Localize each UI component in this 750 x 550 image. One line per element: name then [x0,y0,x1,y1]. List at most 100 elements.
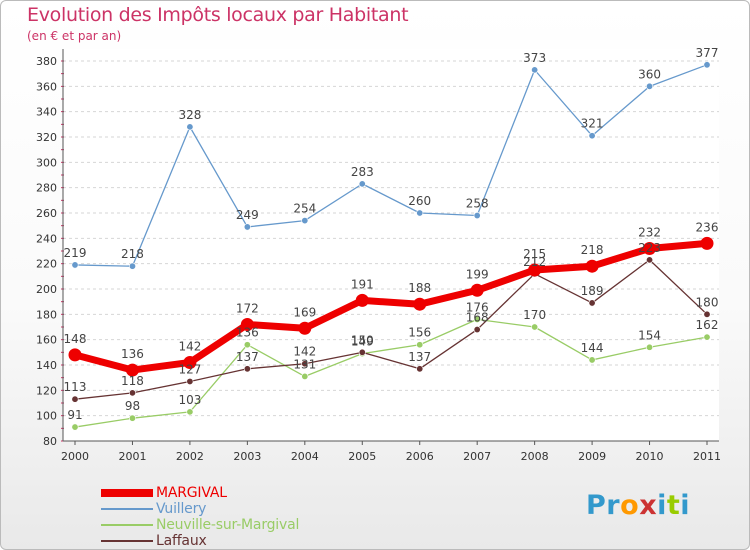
data-label: 162 [696,318,719,332]
data-label: 218 [121,247,144,261]
x-tick-label: 2004 [291,450,319,463]
y-tick-label: 320 [36,131,57,144]
data-label: 91 [67,408,82,422]
data-label: 218 [581,243,604,257]
data-label: 249 [236,208,259,222]
data-point [643,241,657,255]
x-tick-label: 2011 [693,450,721,463]
data-label: 283 [351,165,374,179]
data-point [186,377,194,385]
logo-letter: t [666,490,681,521]
y-tick-label: 260 [36,207,57,220]
series-line-neuville-sur-margival [74,318,708,428]
data-point [531,323,539,331]
data-label: 154 [638,328,661,342]
legend-label: Neuville-sur-Margival [156,517,300,533]
x-tick-label: 2007 [463,450,491,463]
legend-label: MARGIVAL [156,485,227,501]
data-point [301,372,309,380]
data-label: 98 [125,399,140,413]
data-label: 328 [178,108,201,122]
data-point [703,61,711,69]
data-label: 144 [581,341,604,355]
proxiti-logo: Proxiti [586,490,690,521]
data-point [358,180,366,188]
logo-letter: r [606,490,621,521]
data-label: 172 [236,301,259,315]
data-label: 156 [408,326,431,340]
data-point [588,356,596,364]
data-point [700,236,714,250]
data-label: 113 [64,380,87,394]
plot-area [63,49,719,441]
data-label: 260 [408,194,431,208]
data-point [125,363,139,377]
y-tick-label: 120 [36,384,57,397]
x-tick-label: 2009 [578,450,606,463]
data-label: 142 [293,345,316,359]
x-tick-label: 2001 [118,450,146,463]
data-point [243,341,251,349]
data-label: 168 [466,311,489,325]
y-tick-label: 160 [36,334,57,347]
legend-swatch [101,508,153,510]
data-point [71,395,79,403]
logo-letter: i [657,490,667,521]
data-point [358,348,366,356]
data-point [186,408,194,416]
data-label: 236 [696,220,719,234]
data-point [470,283,484,297]
y-tick-label: 300 [36,156,57,169]
data-point [531,66,539,74]
data-point [588,299,596,307]
series-line-margival [71,239,711,374]
y-tick-label: 100 [36,410,57,423]
data-label: 180 [696,295,719,309]
data-point [703,310,711,318]
data-label: 232 [638,225,661,239]
data-label: 188 [408,281,431,295]
data-point [646,82,654,90]
data-point [68,348,82,362]
x-tick-label: 2010 [636,450,664,463]
data-label: 212 [523,255,546,269]
data-point [528,263,542,277]
data-label: 170 [523,308,546,322]
series-line-laffaux [74,259,708,400]
data-point [301,360,309,368]
legend-swatch [101,524,153,526]
y-tick-label: 140 [36,359,57,372]
logo-letter: i [680,490,691,521]
data-label: 321 [581,117,604,131]
data-point [585,259,599,273]
data-point [71,423,79,431]
x-tick-label: 2005 [348,450,376,463]
data-point [183,355,197,369]
y-tick-label: 380 [36,55,57,68]
data-label: 199 [466,267,489,281]
x-tick-label: 2006 [406,450,434,463]
data-point [355,293,369,307]
x-tick-label: 2003 [233,450,261,463]
data-label: 258 [466,197,489,211]
chart-title: Evolution des Impôts locaux par Habitant [27,4,409,26]
data-label: 176 [466,300,489,314]
data-label: 142 [178,339,201,353]
y-tick-label: 340 [36,106,57,119]
data-label: 373 [523,51,546,65]
legend-label: Vuillery [156,501,207,517]
data-point [128,414,136,422]
data-label: 360 [638,67,661,81]
data-point [413,297,427,311]
data-label: 118 [121,374,144,388]
data-point [243,365,251,373]
data-point [71,261,79,269]
data-label: 254 [293,202,316,216]
data-label: 127 [178,362,201,376]
x-tick-label: 2008 [521,450,549,463]
data-label: 377 [696,46,719,60]
data-label: 191 [351,277,374,291]
data-point [646,343,654,351]
